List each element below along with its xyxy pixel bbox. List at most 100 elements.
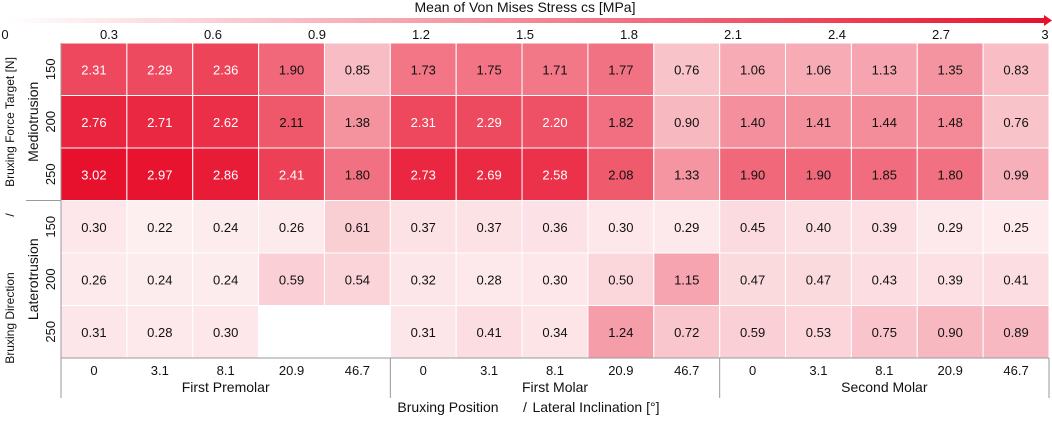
heatmap-cell: [258, 200, 325, 254]
heatmap-cell-label: 1.44: [872, 115, 897, 130]
y-axis-title-inner: Bruxing Force Target [N]: [3, 57, 17, 187]
heatmap-cell-label: 2.41: [279, 167, 304, 182]
heatmap-cell-label: 1.90: [740, 167, 765, 182]
heatmap-cell: [982, 252, 1050, 306]
heatmap-cell: [521, 42, 589, 96]
heatmap-cell: [785, 95, 852, 149]
row-tick-label: 150: [43, 58, 58, 80]
heatmap-cell-label: 1.13: [872, 62, 897, 77]
heatmap-cell: [60, 200, 128, 254]
heatmap-cell-label: 0.47: [806, 272, 831, 287]
colorbar-tick-label: 0.6: [204, 27, 222, 42]
heatmap-cell-labels: 2.31 2.29 2.36 1.90 0.85 1.73 1.75 1.71 1.77 0.76…: [81, 62, 1028, 340]
heatmap-cell: [916, 200, 984, 254]
y-axis-separator: /: [3, 213, 17, 217]
heatmap-cell-label: 0.41: [1003, 272, 1028, 287]
heatmap-cell-label: 2.71: [147, 115, 172, 130]
heatmap-cell-label: 1.06: [806, 62, 831, 77]
heatmap-cell: [785, 305, 852, 359]
heatmap-cell-label: 2.58: [542, 167, 567, 182]
heatmap-cell-label: 0.83: [1003, 62, 1028, 77]
heatmap-cell-label: 1.75: [476, 62, 501, 77]
heatmap-cell: [60, 305, 128, 359]
heatmap-cell-label: 2.86: [213, 167, 238, 182]
heatmap-cell: [126, 95, 194, 149]
column-group-label: Second Molar: [841, 379, 928, 395]
heatmap-cell: [653, 147, 721, 201]
heatmap-cell-label: 1.06: [740, 62, 765, 77]
column-tick-label: 46.7: [674, 363, 699, 378]
y-axis-title-outer: Bruxing Direction: [3, 272, 17, 363]
heatmap-cell-label: 2.08: [608, 167, 633, 182]
column-tick-label: 0: [749, 363, 756, 378]
heatmap-cell: [653, 95, 721, 149]
heatmap-cell-label: 0.30: [213, 325, 238, 340]
colorbar-tick-label: 2.1: [724, 27, 742, 42]
heatmap-cell: [389, 95, 457, 149]
heatmap-cell: [389, 305, 457, 359]
heatmap-cell-label: 0.36: [542, 220, 567, 235]
heatmap-cell-label: 1.48: [938, 115, 963, 130]
heatmap-cell: [982, 95, 1050, 149]
heatmap-cell-label: 3.02: [81, 167, 106, 182]
heatmap-cell-label: 0.29: [674, 220, 699, 235]
colorbar-title: Mean of Von Mises Stress cs [MPa]: [415, 0, 636, 15]
column-tick-label: 46.7: [1003, 363, 1028, 378]
heatmap-cell-label: 2.73: [411, 167, 436, 182]
heatmap-cell: [653, 200, 721, 254]
heatmap-cell-label: 0.24: [147, 272, 172, 287]
heatmap-cell-label: 0.54: [345, 272, 370, 287]
colorbar-tick-label: 1.8: [620, 27, 638, 42]
heatmap-cell-label: 0.45: [740, 220, 765, 235]
heatmap-cell-label: 0.25: [1003, 220, 1028, 235]
heatmap-cell: [785, 147, 852, 201]
column-tick-label: 0: [420, 363, 427, 378]
heatmap-cell: [126, 305, 194, 359]
heatmap-cell: [916, 42, 984, 96]
heatmap-cell: [389, 200, 457, 254]
heatmap-cell: [389, 147, 457, 201]
column-tick-label: 3.1: [151, 363, 169, 378]
heatmap-cell-label: 0.61: [345, 220, 370, 235]
heatmap-cell-label: 1.40: [740, 115, 765, 130]
colorbar-tick-label: 0.9: [308, 27, 326, 42]
heatmap-cell-label: 0.30: [542, 272, 567, 287]
heatmap-cell: [455, 252, 523, 306]
heatmap-cell: [521, 95, 589, 149]
heatmap-cell-label: 0.37: [476, 220, 501, 235]
heatmap-cell-label: 0.47: [740, 272, 765, 287]
heatmap-cell-label: 0.32: [411, 272, 436, 287]
heatmap-cell-label: 1.24: [608, 325, 633, 340]
heatmap-cell-label: 1.80: [345, 167, 370, 182]
heatmap-cell: [850, 95, 918, 149]
heatmap-cell: [192, 200, 260, 254]
heatmap-cell-label: 2.36: [213, 62, 238, 77]
column-group-label: First Molar: [522, 379, 588, 395]
heatmap-cell: [916, 305, 984, 359]
heatmap-cell-label: 0.30: [608, 220, 633, 235]
heatmap-cell-label: 0.39: [938, 272, 963, 287]
colorbar-tick-label: 2.7: [932, 27, 950, 42]
heatmap-cell: [653, 305, 721, 359]
heatmap-cell: [587, 305, 655, 359]
heatmap-cell-label: 2.97: [147, 167, 172, 182]
heatmap-cell: [126, 200, 194, 254]
heatmap-cell-label: 0.39: [872, 220, 897, 235]
heatmap-cell: [982, 147, 1050, 201]
heatmap-cell-label: 0.31: [411, 325, 436, 340]
heatmap-cell-label: 0.90: [938, 325, 963, 340]
heatmap-cell-label: 0.30: [81, 220, 106, 235]
column-tick-label: 20.9: [608, 363, 633, 378]
colorbar: [5, 18, 1045, 23]
heatmap-cell: [521, 305, 589, 359]
heatmap-cell-label: 1.80: [938, 167, 963, 182]
heatmap-cell-label: 2.76: [81, 115, 106, 130]
heatmap-cell-label: 0.59: [279, 272, 304, 287]
heatmap-cell: [916, 252, 984, 306]
column-tick-label: 8.1: [217, 363, 235, 378]
heatmap-cell: [126, 42, 194, 96]
colorbar-tick-label: 2.4: [828, 27, 846, 42]
heatmap-cell-label: 1.33: [674, 167, 699, 182]
heatmap-cell-label: 1.90: [279, 62, 304, 77]
column-tick-label: 20.9: [938, 363, 963, 378]
